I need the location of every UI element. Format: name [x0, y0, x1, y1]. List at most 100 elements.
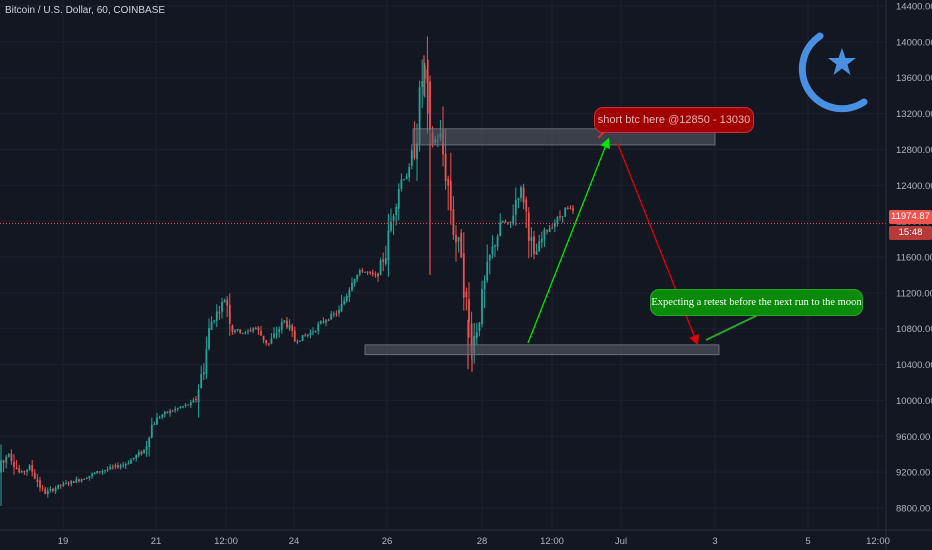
candle-body [150, 424, 153, 438]
candle-body [202, 372, 205, 375]
candle-body [559, 216, 561, 218]
candle-body [70, 480, 73, 484]
candle-body [96, 470, 99, 474]
candle-body [49, 488, 52, 491]
candle-body [114, 465, 117, 467]
candle-body [72, 481, 75, 483]
candle-body [127, 463, 130, 465]
candle-body [395, 206, 398, 216]
candle-body [52, 488, 54, 492]
candle-body [252, 328, 255, 331]
candle-body [369, 272, 372, 274]
candle-body [65, 482, 67, 484]
candle-body [247, 330, 249, 332]
candle-body [223, 300, 226, 303]
candle-body [514, 199, 517, 215]
candle-body [364, 271, 366, 273]
price-tick-label: 10800.00 [896, 324, 932, 335]
candle-body [465, 291, 468, 298]
candle-body [379, 260, 382, 275]
candle-body [390, 221, 392, 231]
candle-body [62, 483, 65, 486]
candle-body [382, 259, 385, 262]
candle-body [41, 487, 44, 489]
candle-body [522, 187, 525, 203]
candle-body [408, 167, 411, 178]
candle-body [119, 465, 122, 468]
candle-body [215, 311, 218, 321]
candle-body [36, 479, 39, 482]
candle-body [478, 322, 481, 332]
candle-body [572, 208, 574, 211]
candle-body [213, 320, 216, 322]
candle-body [98, 471, 101, 473]
time-tick-label: 12:00 [540, 536, 564, 547]
candle-body [530, 237, 533, 241]
candle-body [67, 483, 70, 485]
candle-body [561, 216, 564, 218]
candle-body [348, 289, 351, 298]
retest-annotation: Expecting a retest before the next run t… [650, 289, 863, 316]
candle-body [400, 179, 403, 189]
candle-body [413, 145, 416, 159]
candle-body [293, 330, 296, 342]
candle-body [332, 313, 335, 315]
candle-body [499, 222, 502, 237]
candle-body [140, 451, 143, 454]
candle-body [33, 472, 36, 479]
candle-body [361, 270, 364, 272]
candle-body [10, 453, 13, 461]
up-arrow [527, 137, 610, 344]
time-tick-label: 28 [477, 536, 488, 547]
candle-body [104, 470, 106, 472]
candle-body [457, 237, 460, 242]
price-tick-label: 9200.00 [896, 468, 930, 479]
candle-body [0, 460, 2, 473]
time-tick-label: 21 [151, 536, 162, 547]
candle-body [540, 238, 543, 243]
candle-body [39, 480, 41, 488]
candle-body [491, 246, 494, 255]
candle-body [205, 349, 208, 375]
candle-body [83, 478, 86, 480]
candle-body [296, 341, 299, 343]
candle-body [504, 221, 507, 223]
candle-body [54, 488, 57, 492]
current-price-badge: 11974.87 [889, 210, 932, 224]
candle-body [208, 327, 210, 349]
candle-body [455, 234, 457, 243]
candle-body [46, 490, 49, 495]
time-tick-label: Jul [615, 536, 627, 547]
candle-body [525, 199, 528, 212]
candle-body [130, 459, 132, 464]
candle-body [374, 274, 377, 276]
candle-body [163, 411, 166, 415]
candle-body [124, 464, 127, 466]
candle-body [85, 478, 88, 480]
candle-body [351, 282, 353, 291]
candle-body [31, 465, 34, 472]
candle-body [262, 335, 265, 341]
candle-body [410, 150, 413, 166]
candle-body [169, 410, 171, 414]
candle-body [20, 471, 23, 473]
candle-body [322, 321, 325, 323]
candle-body [75, 479, 78, 483]
candle-body [117, 465, 119, 468]
candle-body [483, 280, 486, 290]
candle-body [184, 404, 187, 406]
candle-body [319, 321, 322, 324]
candle-body [273, 333, 275, 338]
candle-body [132, 457, 135, 459]
candle-body [543, 229, 546, 240]
candle-body [312, 331, 314, 333]
candle-body [551, 227, 554, 229]
moon-star-icon [798, 32, 868, 113]
candle-body [423, 65, 426, 79]
symbol-title: Bitcoin / U.S. Dollar, 60, COINBASE [5, 5, 166, 16]
candle-body [306, 334, 309, 336]
candle-body [122, 464, 125, 466]
candle-body [553, 223, 556, 228]
